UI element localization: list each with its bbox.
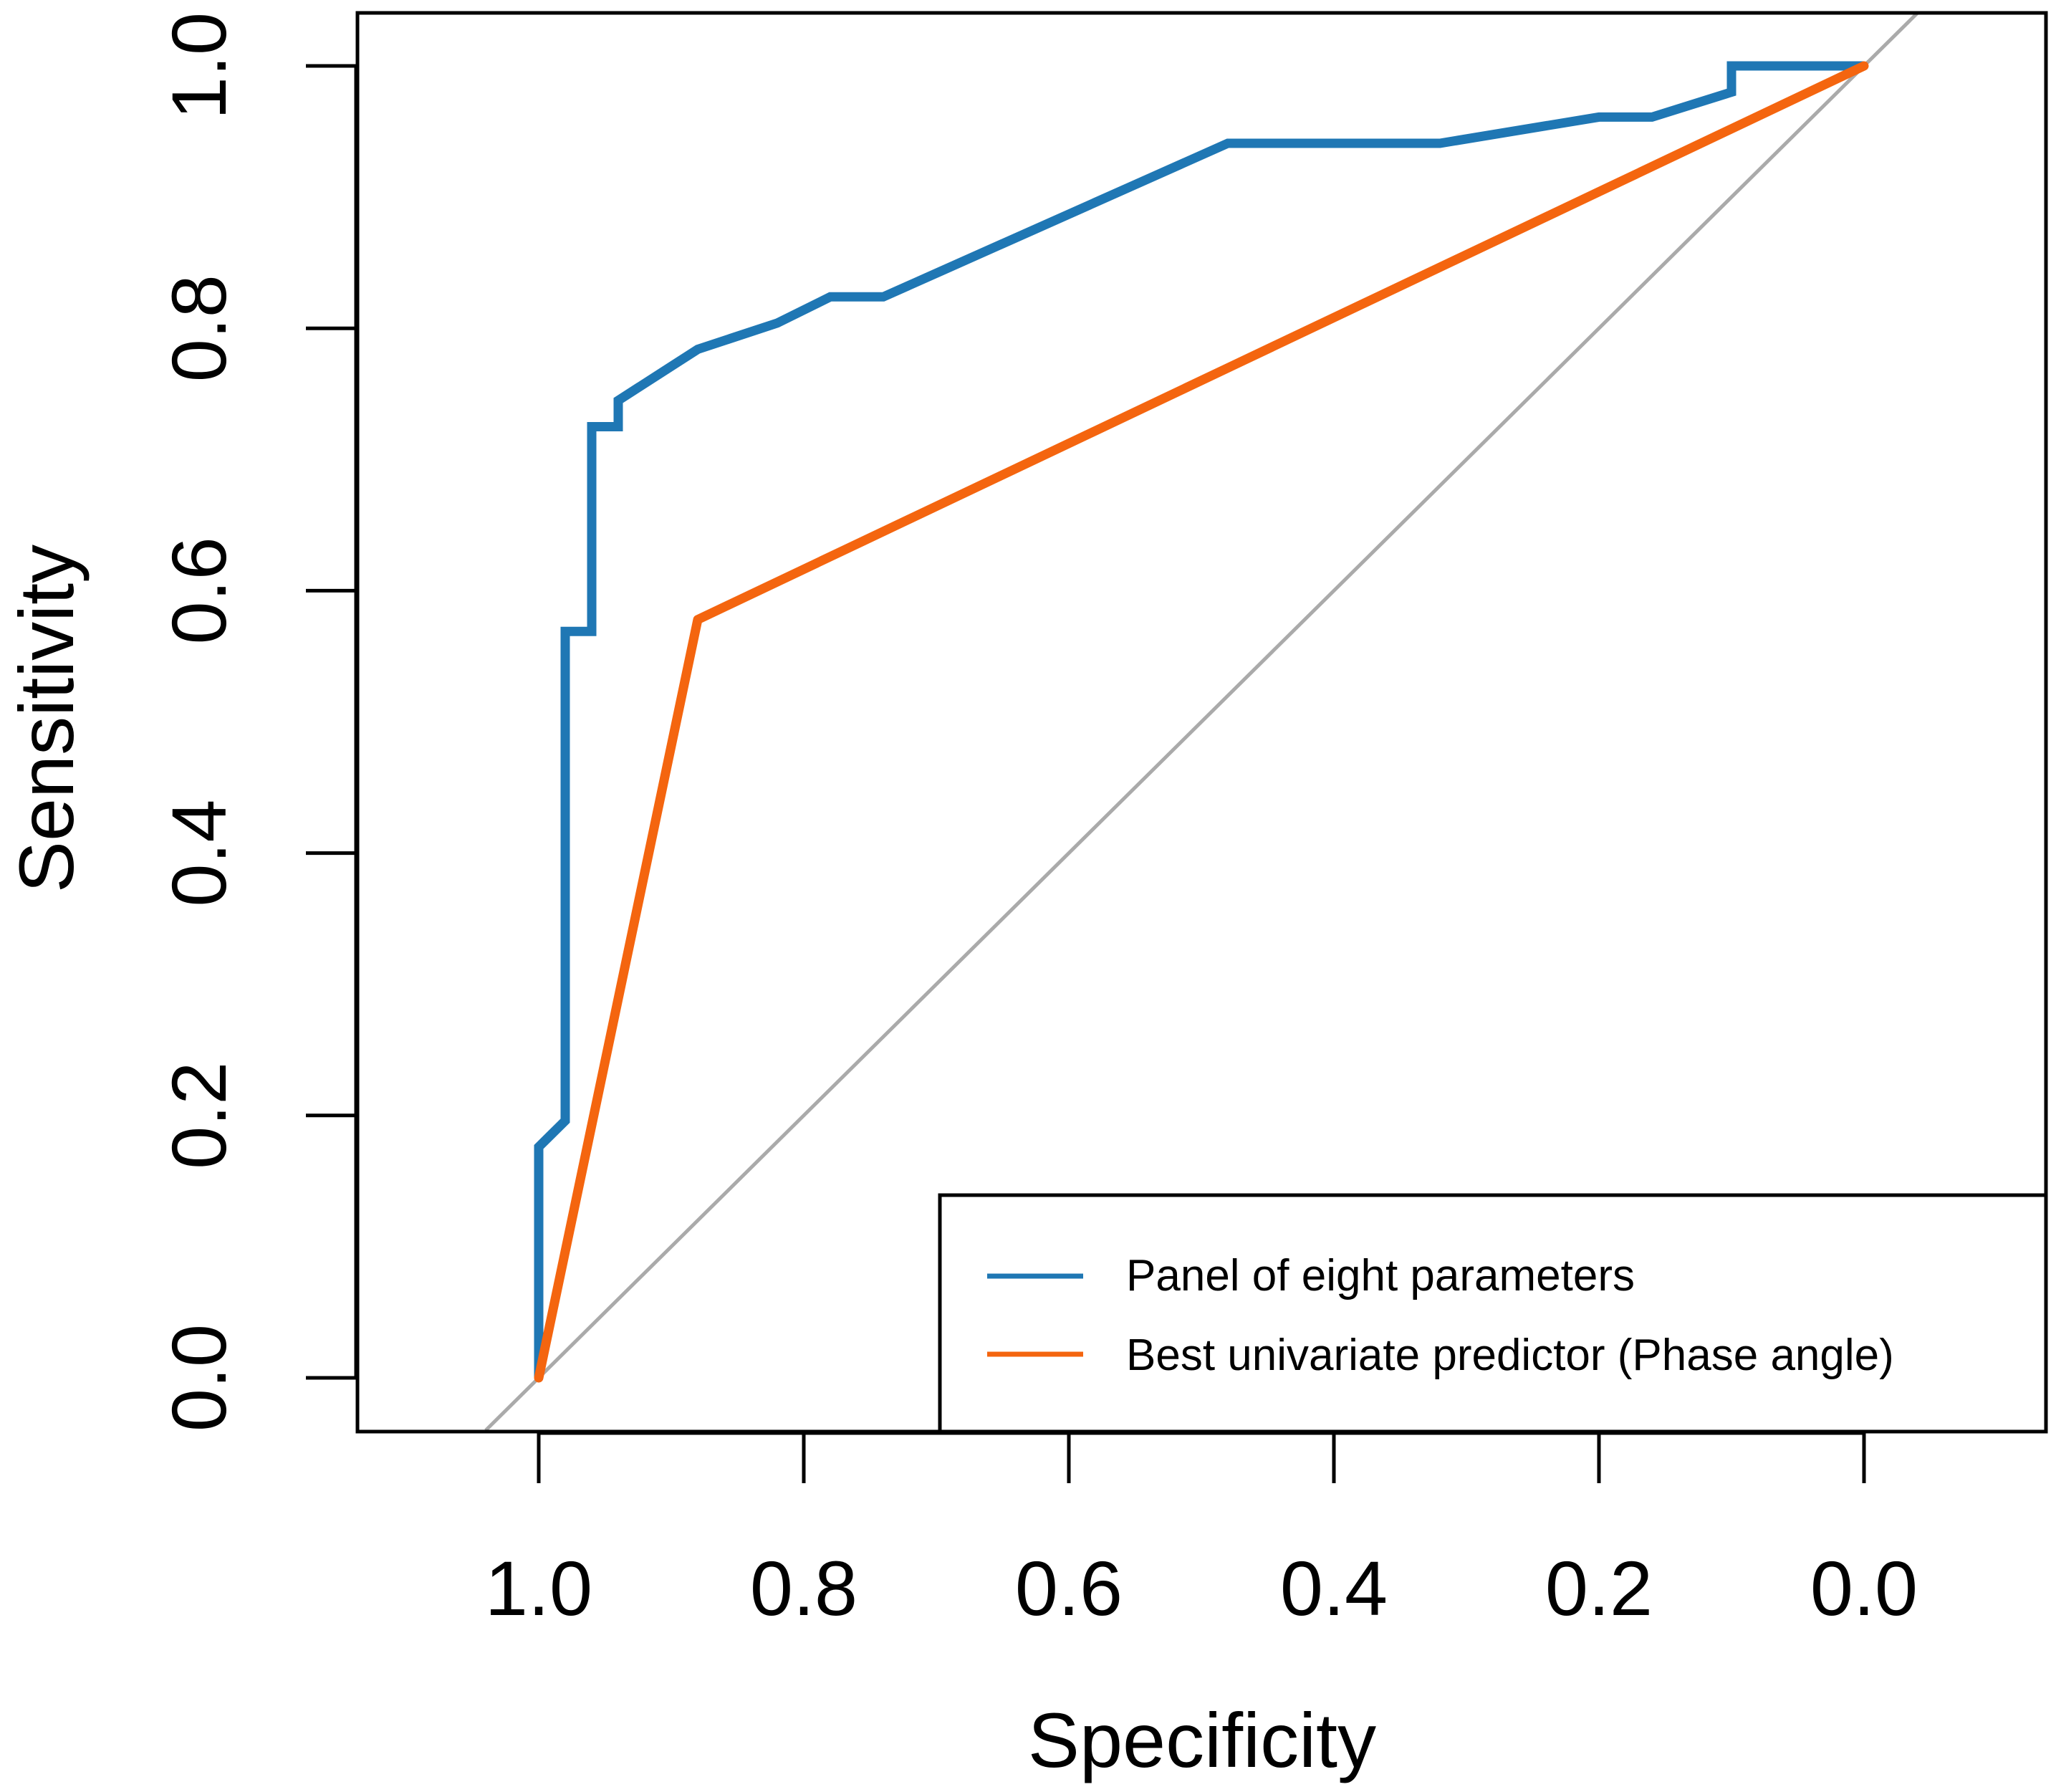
y-tick-label: 0.6 — [155, 537, 242, 644]
x-tick-label: 0.8 — [750, 1545, 858, 1632]
y-tick-label: 0.0 — [155, 1324, 242, 1432]
x-tick-label: 0.4 — [1280, 1545, 1388, 1632]
y-tick-label: 0.4 — [155, 800, 242, 907]
x-tick-label: 0.2 — [1545, 1545, 1653, 1632]
legend-label-panel: Panel of eight parameters — [1126, 1251, 1635, 1300]
series-line-panel — [534, 61, 1864, 1378]
x-tick-label: 0.0 — [1810, 1545, 1918, 1632]
legend-label-phase-angle: Best univariate predictor (Phase angle) — [1126, 1331, 1894, 1380]
reference-diagonal-line — [484, 13, 1918, 1432]
y-axis: 0.0 0.2 0.4 0.6 0.8 1.0 — [155, 12, 358, 1432]
x-tick-label: 1.0 — [485, 1545, 592, 1632]
x-axis-title: Specificity — [1028, 1697, 1376, 1783]
x-axis: 1.0 0.8 0.6 0.4 0.2 0.0 — [485, 1431, 1918, 1632]
y-tick-label: 0.2 — [155, 1062, 242, 1169]
x-tick-label: 0.6 — [1015, 1545, 1123, 1632]
y-tick-label: 1.0 — [155, 12, 242, 120]
legend: Panel of eight parameters Best univariat… — [938, 1193, 2048, 1434]
series-line-phase-angle — [534, 61, 1869, 1383]
y-tick-label: 0.8 — [155, 274, 242, 382]
y-axis-title: Sensitivity — [3, 545, 90, 893]
legend-box — [938, 1193, 2048, 1434]
